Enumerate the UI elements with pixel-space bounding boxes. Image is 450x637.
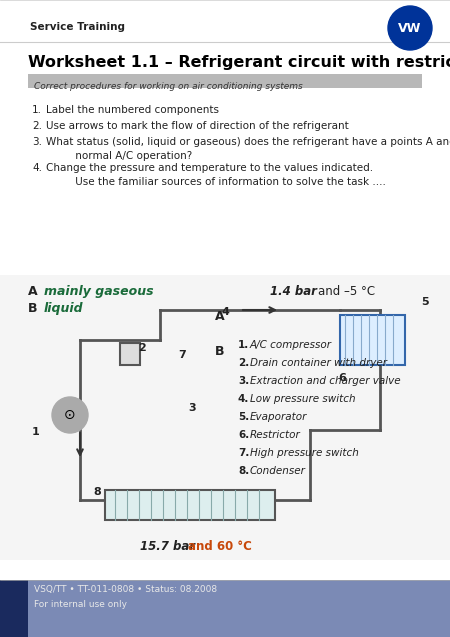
Bar: [340, 315, 405, 365]
Text: 7.: 7.: [238, 448, 249, 458]
Text: Worksheet 1.1 – Refrigerant circuit with restrictor (solution): Worksheet 1.1 – Refrigerant circuit with…: [28, 55, 450, 70]
Text: 4.: 4.: [32, 163, 42, 173]
Text: Use arrows to mark the flow of direction of the refrigerant: Use arrows to mark the flow of direction…: [46, 121, 349, 131]
Text: Change the pressure and temperature to the values indicated.
         Use the fa: Change the pressure and temperature to t…: [46, 163, 386, 187]
Text: 5.: 5.: [238, 412, 249, 422]
Text: 1.: 1.: [238, 340, 249, 350]
Text: Correct procedures for working on air conditioning systems: Correct procedures for working on air co…: [34, 82, 303, 91]
Text: ⊙: ⊙: [64, 408, 76, 422]
Text: A: A: [28, 285, 38, 298]
Text: VSQ/TT • TT-011-0808 • Status: 08.2008: VSQ/TT • TT-011-0808 • Status: 08.2008: [34, 585, 217, 594]
Text: 8.: 8.: [238, 466, 249, 476]
Text: Label the numbered components: Label the numbered components: [46, 105, 219, 115]
Text: A: A: [215, 310, 225, 323]
Text: 2.: 2.: [238, 358, 249, 368]
Text: 6: 6: [338, 373, 346, 383]
Text: liquid: liquid: [44, 302, 84, 315]
Text: 3.: 3.: [238, 376, 249, 386]
Text: 4.: 4.: [238, 394, 249, 404]
Text: 2: 2: [138, 343, 146, 353]
Text: B: B: [215, 345, 225, 358]
Text: 1: 1: [32, 427, 40, 437]
Text: A/C compressor: A/C compressor: [250, 340, 332, 350]
Text: For internal use only: For internal use only: [34, 600, 127, 609]
Text: What status (solid, liquid or gaseous) does the refrigerant have a points A and : What status (solid, liquid or gaseous) d…: [46, 137, 450, 161]
Text: Condenser: Condenser: [250, 466, 306, 476]
Text: 1.: 1.: [32, 105, 42, 115]
Text: 6.: 6.: [238, 430, 249, 440]
Text: VW: VW: [398, 22, 422, 34]
Text: 2.: 2.: [32, 121, 42, 131]
Bar: [28, 580, 450, 637]
Text: 4: 4: [221, 307, 229, 317]
Text: Evaporator: Evaporator: [250, 412, 307, 422]
Text: 3: 3: [188, 403, 196, 413]
Text: Drain container with dryer: Drain container with dryer: [250, 358, 387, 368]
Text: 3.: 3.: [32, 137, 42, 147]
Circle shape: [388, 6, 432, 50]
Text: Restrictor: Restrictor: [250, 430, 301, 440]
Text: 15.7 bar: 15.7 bar: [140, 540, 195, 553]
Bar: [0, 275, 450, 560]
Text: Extraction and charger valve: Extraction and charger valve: [250, 376, 400, 386]
Text: B: B: [28, 302, 37, 315]
Text: and 60 °C: and 60 °C: [188, 540, 252, 553]
Text: 8: 8: [93, 487, 101, 497]
Text: 5: 5: [421, 297, 429, 307]
Text: High pressure switch: High pressure switch: [250, 448, 359, 458]
Bar: [120, 343, 140, 365]
Text: 1.4 bar: 1.4 bar: [270, 285, 317, 298]
Bar: [0, 580, 28, 637]
Text: 7: 7: [178, 350, 186, 360]
Bar: [105, 490, 275, 520]
Text: Service Training: Service Training: [30, 22, 125, 32]
Circle shape: [52, 397, 88, 433]
Bar: [28, 74, 422, 88]
Text: and –5 °C: and –5 °C: [318, 285, 375, 298]
Text: mainly gaseous: mainly gaseous: [44, 285, 153, 298]
Text: Low pressure switch: Low pressure switch: [250, 394, 356, 404]
